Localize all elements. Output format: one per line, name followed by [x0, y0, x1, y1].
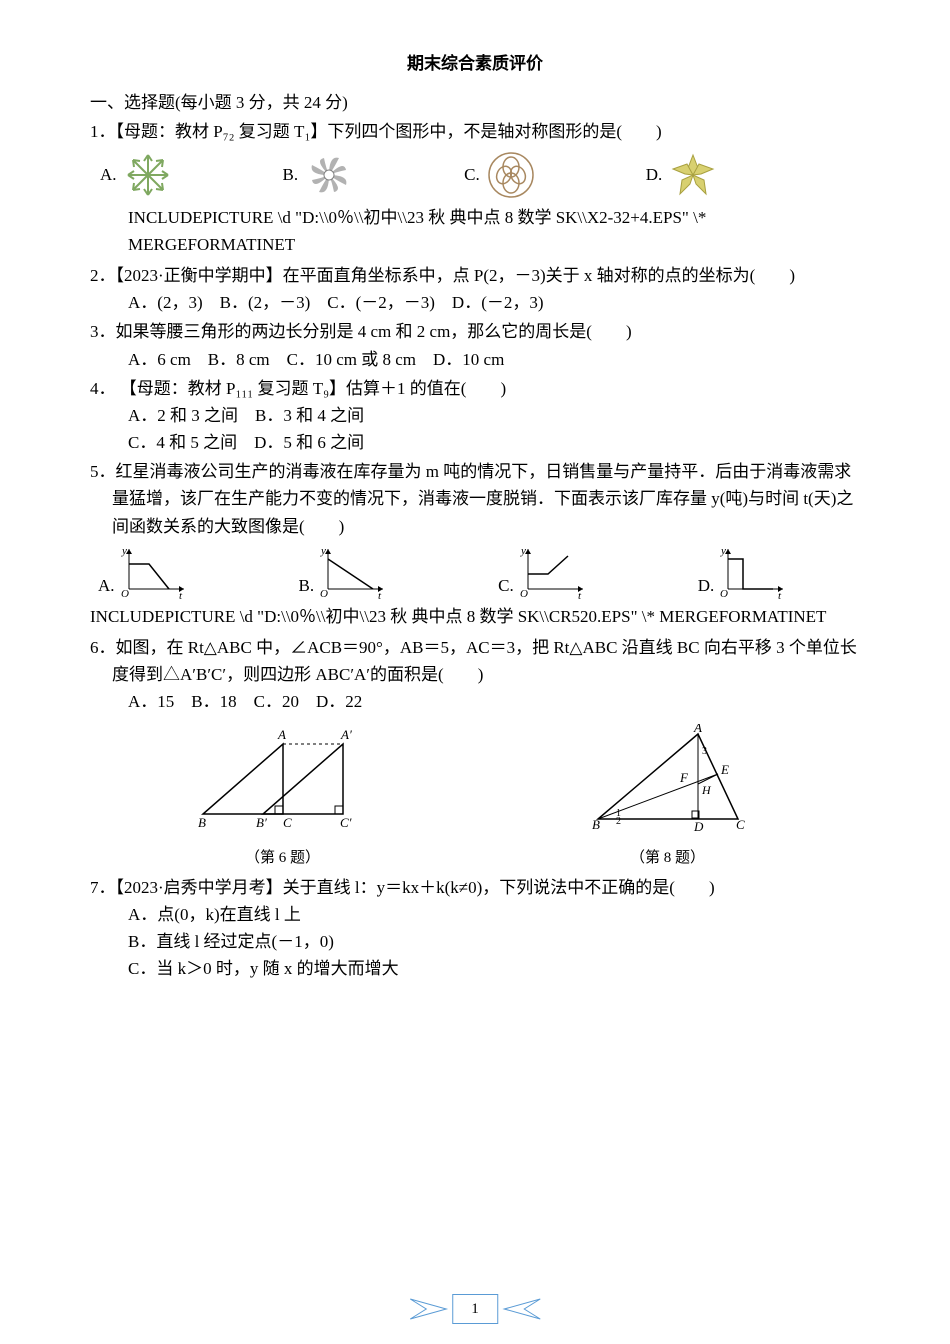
q5-graph-c: C. y t O — [498, 544, 588, 599]
page-number: 1 — [408, 1294, 542, 1324]
opt-label: C. — [464, 161, 480, 188]
q6-options: A．15 B．18 C．20 D．22 — [90, 688, 860, 715]
svg-text:y: y — [720, 545, 726, 557]
svg-text:y: y — [520, 545, 526, 557]
svg-text:t: t — [378, 590, 382, 599]
svg-text:A: A — [277, 727, 286, 742]
q1-options: A. B. — [90, 150, 860, 200]
wing-right-icon — [502, 1297, 542, 1321]
q7-opt-a: A．点(0，k)在直线 l 上 — [90, 901, 860, 928]
svg-text:O: O — [520, 588, 528, 599]
graph-a-icon: y t O — [119, 544, 189, 599]
fig6-caption: （第 6 题） — [183, 846, 383, 870]
q1-opt-a: A. — [100, 150, 173, 200]
question-5: 5．红星消毒液公司生产的消毒液在库存量为 m 吨的情况下，日销售量与产量持平．后… — [90, 458, 860, 599]
question-2: 2．【2023·正衡中学期中】在平面直角坐标系中，点 P(2，－3)关于 x 轴… — [90, 262, 860, 316]
q1-opt-d: D. — [646, 150, 719, 200]
include-note-1: INCLUDEPICTURE \d "D:\\0％\\初中\\23 秋 典中点 … — [90, 204, 860, 258]
svg-text:t: t — [778, 590, 782, 599]
opt-label: A. — [98, 572, 115, 599]
q1-text: 1．【母题：教材 P₇₂ 复习题 T₁】下列四个图形中，不是轴对称图形的是( ) — [90, 118, 860, 145]
fan-spiral-icon — [304, 150, 354, 200]
figure-6: A A′ B B′ C C′ （第 6 题） — [183, 724, 383, 870]
opt-label: C. — [498, 572, 514, 599]
svg-text:A′: A′ — [340, 727, 352, 742]
q6-text: 6．如图，在 Rt△ABC 中，∠ACB＝90°，AB＝5，AC＝3，把 Rt△… — [90, 634, 860, 688]
question-4: 4． 【母题：教材 P₁₁₁ 复习题 T₉】估算＋1 的值在( ) A．2 和 … — [90, 375, 860, 457]
svg-text:t: t — [179, 590, 183, 599]
q1-opt-b: B. — [283, 150, 355, 200]
graph-d-icon: y t O — [718, 544, 788, 599]
page-number-value: 1 — [452, 1294, 498, 1324]
svg-text:B: B — [592, 817, 600, 832]
opt-label: B. — [299, 572, 315, 599]
include-note-2: INCLUDEPICTURE \d "D:\\0％\\初中\\23 秋 典中点 … — [90, 603, 860, 630]
page-title: 期末综合素质评价 — [90, 50, 860, 77]
graph-b-icon: y t O — [318, 544, 388, 599]
question-7: 7．【2023·启秀中学月考】关于直线 l：y＝kx＋k(k≠0)，下列说法中不… — [90, 874, 860, 983]
svg-text:O: O — [320, 588, 328, 599]
svg-text:t: t — [578, 590, 582, 599]
flower-star-icon — [668, 150, 718, 200]
q7-opt-b: B．直线 l 经过定点(－1，0) — [90, 928, 860, 955]
q5-graphs: A. y t O B. y t O C. — [90, 544, 860, 599]
q7-text: 7．【2023·启秀中学月考】关于直线 l：y＝kx＋k(k≠0)，下列说法中不… — [90, 874, 860, 901]
fig8-caption: （第 8 题） — [568, 846, 768, 870]
svg-text:F: F — [679, 770, 689, 785]
opt-label: D. — [698, 572, 715, 599]
svg-text:y: y — [121, 545, 127, 557]
svg-text:D: D — [693, 819, 704, 834]
figure-8-svg: A B C D E F H 1 2 3 — [568, 724, 768, 834]
figures-row: A A′ B B′ C C′ （第 6 题） A B C D E F H 1 2… — [90, 724, 860, 870]
knot-icon — [486, 150, 536, 200]
svg-text:H: H — [701, 783, 712, 797]
svg-text:B′: B′ — [256, 815, 267, 830]
q1-opt-c: C. — [464, 150, 536, 200]
question-6: 6．如图，在 Rt△ABC 中，∠ACB＝90°，AB＝5，AC＝3，把 Rt△… — [90, 634, 860, 716]
snowflake-icon — [123, 150, 173, 200]
svg-text:E: E — [720, 762, 729, 777]
question-1: 1．【母题：教材 P₇₂ 复习题 T₁】下列四个图形中，不是轴对称图形的是( )… — [90, 118, 860, 258]
q3-text: 3．如果等腰三角形的两边长分别是 4 cm 和 2 cm，那么它的周长是( ) — [90, 318, 860, 345]
question-3: 3．如果等腰三角形的两边长分别是 4 cm 和 2 cm，那么它的周长是( ) … — [90, 318, 860, 372]
svg-text:A: A — [693, 724, 702, 735]
svg-text:O: O — [720, 588, 728, 599]
svg-text:2: 2 — [616, 816, 621, 827]
svg-text:3: 3 — [702, 746, 707, 757]
svg-text:C: C — [283, 815, 292, 830]
figure-6-svg: A A′ B B′ C C′ — [183, 724, 383, 834]
svg-text:C′: C′ — [340, 815, 352, 830]
q5-graph-b: B. y t O — [299, 544, 389, 599]
q5-text: 5．红星消毒液公司生产的消毒液在库存量为 m 吨的情况下，日销售量与产量持平．后… — [90, 458, 860, 540]
q4-text: 4． 【母题：教材 P₁₁₁ 复习题 T₉】估算＋1 的值在( ) — [90, 375, 860, 402]
figure-8: A B C D E F H 1 2 3 （第 8 题） — [568, 724, 768, 870]
opt-label: D. — [646, 161, 663, 188]
q5-graph-d: D. y t O — [698, 544, 789, 599]
q4-options-row2: C．4 和 5 之间 D．5 和 6 之间 — [90, 429, 860, 456]
q2-options: A．(2，3) B．(2，－3) C．(－2，－3) D．(－2，3) — [90, 289, 860, 316]
q4-options-row1: A．2 和 3 之间 B．3 和 4 之间 — [90, 402, 860, 429]
svg-text:B: B — [198, 815, 206, 830]
opt-label: B. — [283, 161, 299, 188]
q7-opt-c: C．当 k＞0 时，y 随 x 的增大而增大 — [90, 955, 860, 982]
q3-options: A．6 cm B．8 cm C．10 cm 或 8 cm D．10 cm — [90, 346, 860, 373]
svg-text:C: C — [736, 817, 745, 832]
svg-text:O: O — [121, 588, 129, 599]
q5-graph-a: A. y t O — [98, 544, 189, 599]
section-header: 一、选择题(每小题 3 分，共 24 分) — [90, 89, 860, 116]
opt-label: A. — [100, 161, 117, 188]
wing-left-icon — [408, 1297, 448, 1321]
q2-text: 2．【2023·正衡中学期中】在平面直角坐标系中，点 P(2，－3)关于 x 轴… — [90, 262, 860, 289]
graph-c-icon: y t O — [518, 544, 588, 599]
svg-text:y: y — [320, 545, 326, 557]
